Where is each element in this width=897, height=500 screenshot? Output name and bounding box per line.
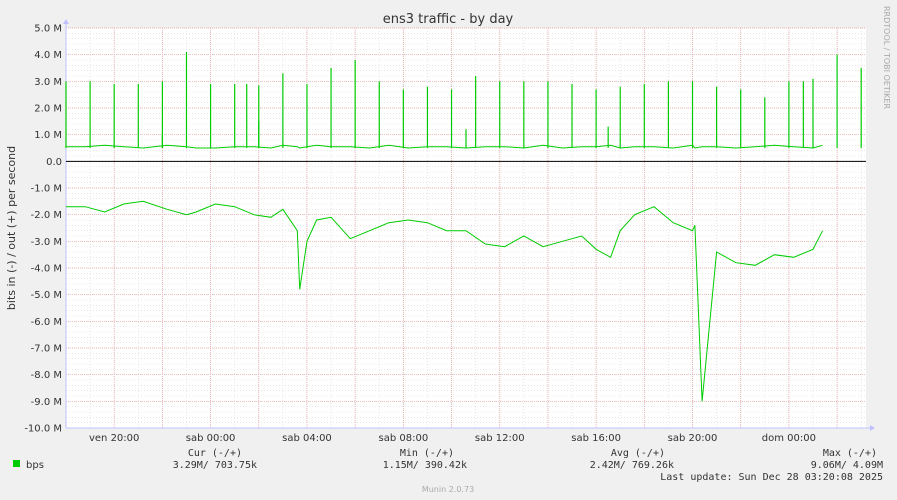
y-tick-label: 0.0 — [46, 157, 62, 168]
y-tick-label: -8.0 M — [31, 370, 62, 381]
legend-series-name: bps — [26, 460, 44, 471]
x-tick-label: sab 16:00 — [571, 433, 621, 444]
y-tick-label: 3.0 M — [34, 77, 62, 88]
y-axis-ticks: 5.0 M 4.0 M 3.0 M 2.0 M 1.0 M 0.0 -1.0 M -2.0 M… — [24, 24, 62, 435]
y-tick-label: -5.0 M — [31, 290, 62, 301]
y-tick-label: 2.0 M — [34, 104, 62, 115]
legend-value-cur: 3.29M/ 703.75k — [173, 460, 257, 471]
legend-value-max: 9.06M/ 4.09M — [811, 460, 883, 471]
y-tick-label: -7.0 M — [31, 344, 62, 355]
series-line-out — [66, 144, 823, 149]
legend-swatch-bps — [13, 460, 20, 467]
legend-header-avg: Avg (-/+) — [611, 448, 665, 459]
y-tick-label: 1.0 M — [34, 130, 62, 141]
y-tick-label: -6.0 M — [31, 317, 62, 328]
x-tick-label: sab 20:00 — [668, 433, 718, 444]
x-tick-label: sab 12:00 — [475, 433, 525, 444]
y-tick-label: -4.0 M — [31, 264, 62, 275]
series-layer — [65, 52, 866, 402]
x-tick-label: sab 08:00 — [379, 433, 429, 444]
y-tick-label: -9.0 M — [31, 397, 62, 408]
y-tick-label: -2.0 M — [31, 210, 62, 221]
legend-header-min: Min (-/+) — [400, 448, 454, 459]
y-tick-label: 5.0 M — [34, 24, 62, 35]
last-update: Last update: Sun Dec 28 03:20:08 2025 — [660, 472, 883, 483]
legend-header-max: Max (-/+) — [823, 448, 877, 459]
plot-area — [66, 28, 866, 428]
chart-title: ens3 traffic - by day — [383, 12, 514, 27]
x-tick-label: ven 20:00 — [89, 433, 139, 444]
legend-value-min: 1.15M/ 390.42k — [383, 460, 467, 471]
x-tick-label: sab 04:00 — [282, 433, 332, 444]
x-tick-label: sab 00:00 — [186, 433, 236, 444]
legend-header-cur: Cur (-/+) — [188, 448, 242, 459]
y-axis-arrow — [63, 19, 69, 24]
y-tick-label: 4.0 M — [34, 50, 62, 61]
y-tick-label: -3.0 M — [31, 237, 62, 248]
munin-version: Munin 2.0.73 — [422, 485, 474, 494]
legend-value-avg: 2.42M/ 769.26k — [590, 460, 674, 471]
y-tick-label: -10.0 M — [24, 424, 62, 435]
x-axis-ticks: ven 20:00 sab 00:00 sab 04:00 sab 08:00 sab … — [89, 433, 816, 444]
rrdtool-credit: RRDTOOL / TOBI OETIKER — [882, 6, 891, 109]
y-tick-label: -1.0 M — [31, 184, 62, 195]
series-line-in — [66, 200, 824, 402]
y-axis-label: bits in (-) / out (+) per second — [5, 146, 18, 310]
x-axis-arrow — [870, 425, 875, 431]
x-tick-label: dom 00:00 — [762, 433, 816, 444]
